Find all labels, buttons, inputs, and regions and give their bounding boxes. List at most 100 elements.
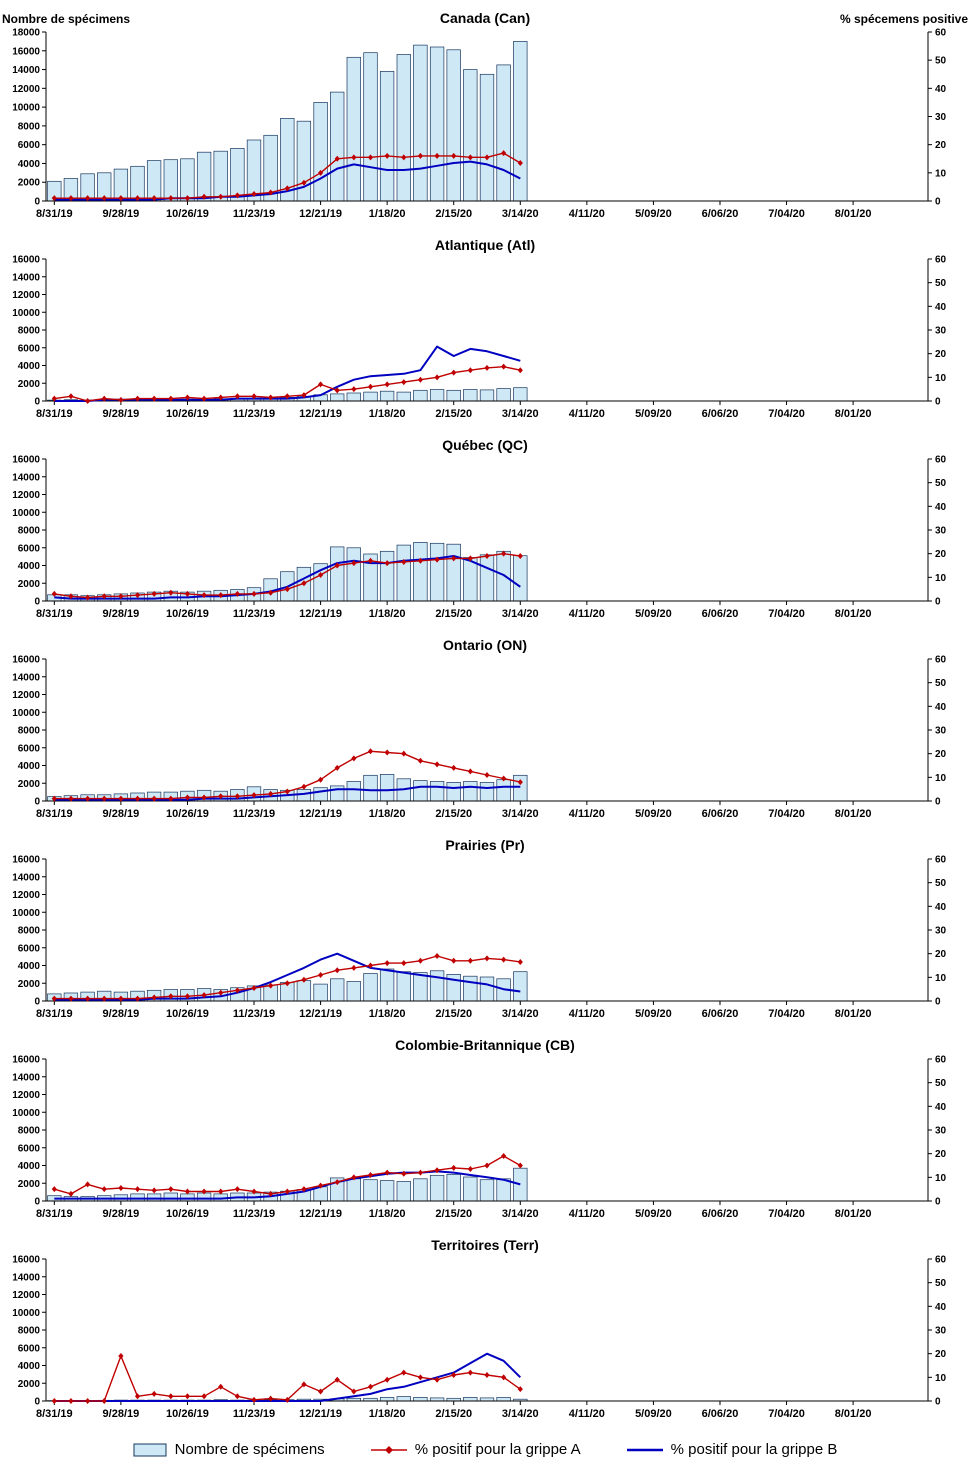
grippe-a-swatch-icon	[370, 1445, 407, 1454]
chart-title-ontario: Ontario (ON)	[443, 637, 527, 653]
svg-text:8000: 8000	[18, 1326, 41, 1337]
svg-text:7/04/20: 7/04/20	[768, 208, 805, 220]
legend-item-grippe-b: % positif pour la grippe B	[625, 1441, 837, 1458]
svg-text:0: 0	[34, 197, 40, 208]
svg-text:4000: 4000	[18, 159, 41, 170]
svg-text:30: 30	[935, 726, 947, 737]
svg-text:16000: 16000	[12, 655, 40, 666]
svg-text:8/01/20: 8/01/20	[835, 408, 872, 420]
chart-canvas-quebec: 0 2000 4000 6000 8000 10000 12000 14000 16000 0 10…	[12, 455, 947, 621]
svg-text:6/06/20: 6/06/20	[702, 1408, 739, 1420]
svg-text:7/04/20: 7/04/20	[768, 608, 805, 620]
svg-text:7/04/20: 7/04/20	[768, 808, 805, 820]
chart-title-prairies: Prairies (Pr)	[445, 837, 525, 853]
svg-text:2/15/20: 2/15/20	[435, 208, 472, 220]
svg-text:14000: 14000	[12, 1272, 40, 1283]
svg-text:8/31/19: 8/31/19	[36, 1008, 73, 1020]
svg-text:2000: 2000	[18, 579, 41, 590]
chart-title-quebec: Québec (QC)	[442, 437, 528, 453]
chart-canvas-colombie-britannique: 0 2000 4000 6000 8000 10000 12000 14000 16000 0 10…	[12, 1055, 947, 1221]
svg-text:20: 20	[935, 1349, 947, 1360]
svg-text:8/01/20: 8/01/20	[835, 608, 872, 620]
svg-text:12000: 12000	[12, 490, 40, 501]
svg-text:6/06/20: 6/06/20	[702, 408, 739, 420]
svg-text:11/23/19: 11/23/19	[233, 608, 275, 620]
svg-text:16000: 16000	[12, 1055, 40, 1066]
chart-title-atlantique: Atlantique (Atl)	[434, 237, 536, 253]
legend-item-grippe-a: % positif pour la grippe A	[369, 1441, 581, 1458]
svg-text:40: 40	[935, 702, 947, 713]
svg-text:6000: 6000	[18, 1143, 41, 1154]
svg-text:11/23/19: 11/23/19	[233, 808, 275, 820]
chart-title-colombie-britannique: Colombie-Britannique (CB)	[395, 1037, 575, 1053]
svg-text:10: 10	[935, 1373, 947, 1384]
legend-label-specimens: Nombre de spécimens	[174, 1441, 325, 1458]
svg-text:4000: 4000	[18, 561, 41, 572]
svg-text:8000: 8000	[18, 926, 41, 937]
svg-text:40: 40	[935, 902, 947, 913]
svg-text:6000: 6000	[18, 1343, 41, 1354]
svg-text:2000: 2000	[18, 1379, 41, 1390]
chart-title-territoires: Territoires (Terr)	[431, 1237, 539, 1253]
svg-text:4/11/20: 4/11/20	[569, 1208, 605, 1220]
svg-text:10: 10	[935, 973, 947, 984]
svg-text:4000: 4000	[18, 1361, 41, 1372]
legend-label-grippe-a: % positif pour la grippe A	[414, 1441, 581, 1458]
panel-colombie-britannique: Colombie-Britannique (CB) 0 2000 4000 6000 8…	[0, 1031, 970, 1231]
svg-text:14000: 14000	[12, 65, 40, 76]
panel-atlantique-header: Atlantique (Atl)	[0, 231, 970, 253]
svg-text:5/09/20: 5/09/20	[635, 608, 672, 620]
svg-text:7/04/20: 7/04/20	[768, 408, 805, 420]
svg-text:2/15/20: 2/15/20	[435, 808, 472, 820]
svg-text:8000: 8000	[18, 121, 41, 132]
svg-text:1/18/20: 1/18/20	[369, 208, 406, 220]
svg-text:10/26/19: 10/26/19	[166, 1208, 209, 1220]
svg-text:0: 0	[935, 1197, 941, 1208]
panel-prairies: Prairies (Pr) 0 2000 4000 6000 8000 10000 1200…	[0, 831, 970, 1031]
svg-text:4/11/20: 4/11/20	[569, 808, 605, 820]
svg-text:60: 60	[935, 855, 947, 866]
svg-text:3/14/20: 3/14/20	[502, 808, 539, 820]
svg-text:2/15/20: 2/15/20	[435, 608, 472, 620]
svg-text:10: 10	[935, 773, 947, 784]
svg-text:6000: 6000	[18, 943, 41, 954]
svg-text:8/01/20: 8/01/20	[835, 1008, 872, 1020]
svg-text:18000: 18000	[12, 28, 40, 39]
svg-text:50: 50	[935, 678, 947, 689]
svg-text:40: 40	[935, 84, 947, 95]
svg-text:8000: 8000	[18, 726, 41, 737]
svg-text:11/23/19: 11/23/19	[233, 408, 275, 420]
svg-text:5/09/20: 5/09/20	[635, 208, 672, 220]
svg-text:11/23/19: 11/23/19	[233, 1008, 275, 1020]
svg-text:10000: 10000	[12, 103, 40, 114]
svg-text:60: 60	[935, 255, 947, 266]
svg-text:20: 20	[935, 549, 947, 560]
svg-text:6000: 6000	[18, 140, 41, 151]
legend-item-specimens: Nombre de spécimens	[133, 1441, 325, 1458]
svg-text:8/31/19: 8/31/19	[36, 408, 73, 420]
svg-text:0: 0	[34, 397, 40, 408]
panel-ontario: Ontario (ON) 0 2000 4000 6000 8000 10000 12000…	[0, 631, 970, 831]
svg-text:30: 30	[935, 1326, 947, 1337]
svg-text:20: 20	[935, 1149, 947, 1160]
svg-text:40: 40	[935, 502, 947, 513]
svg-text:1/18/20: 1/18/20	[369, 408, 406, 420]
svg-text:9/28/19: 9/28/19	[103, 608, 140, 620]
svg-text:2/15/20: 2/15/20	[435, 1408, 472, 1420]
svg-text:50: 50	[935, 878, 947, 889]
svg-text:40: 40	[935, 302, 947, 313]
svg-text:3/14/20: 3/14/20	[502, 408, 539, 420]
svg-text:50: 50	[935, 56, 947, 67]
svg-text:4/11/20: 4/11/20	[569, 1408, 605, 1420]
svg-text:5/09/20: 5/09/20	[635, 1008, 672, 1020]
svg-text:12000: 12000	[12, 690, 40, 701]
svg-text:8000: 8000	[18, 526, 41, 537]
svg-text:40: 40	[935, 1302, 947, 1313]
svg-text:10: 10	[935, 573, 947, 584]
svg-text:12/21/19: 12/21/19	[299, 608, 342, 620]
svg-text:50: 50	[935, 1078, 947, 1089]
svg-text:9/28/19: 9/28/19	[103, 208, 140, 220]
svg-text:0: 0	[34, 597, 40, 608]
svg-text:2000: 2000	[18, 1179, 41, 1190]
